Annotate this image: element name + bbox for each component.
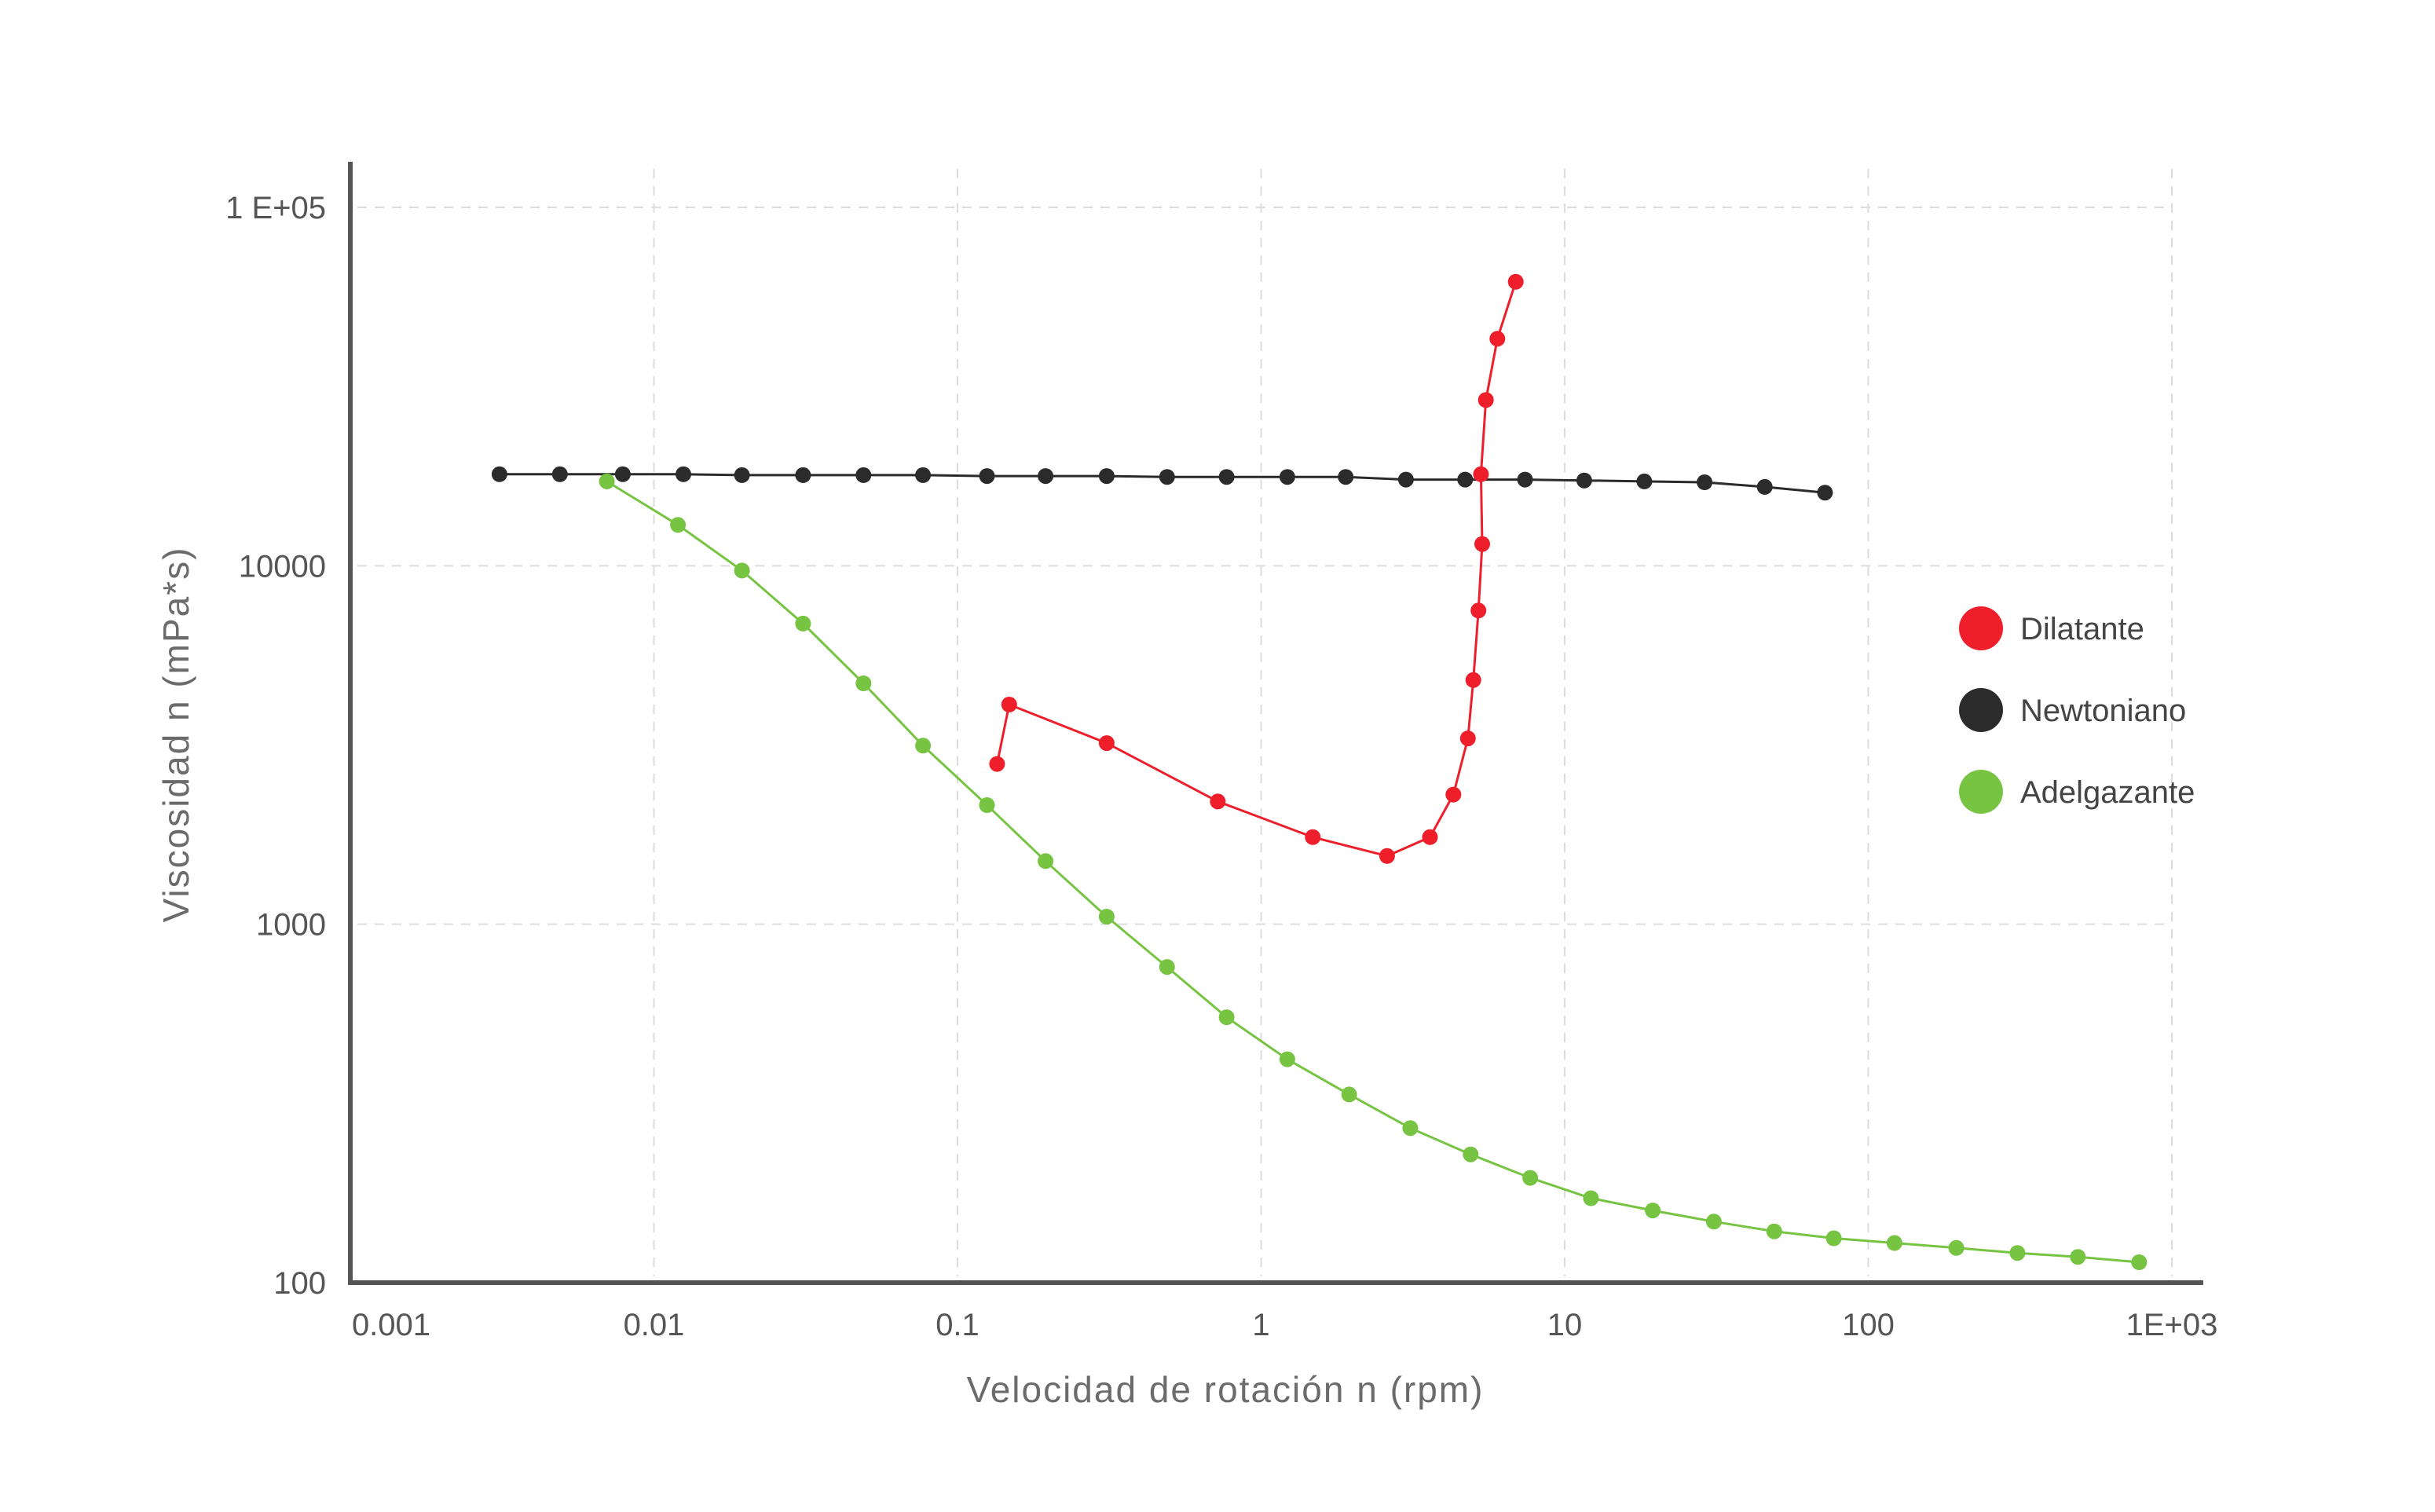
data-point <box>1576 472 1592 489</box>
data-point <box>915 738 932 754</box>
data-point <box>1507 273 1524 290</box>
series-line <box>995 281 1518 858</box>
data-point <box>1001 697 1017 712</box>
data-point <box>1459 730 1476 747</box>
data-point <box>2070 1249 2086 1265</box>
data-point <box>915 467 932 483</box>
data-point <box>1463 1146 1479 1162</box>
data-point <box>1517 471 1533 488</box>
data-point <box>1465 672 1481 688</box>
data-point <box>1473 466 1489 482</box>
series-newtoniano <box>491 466 1833 501</box>
legend-item-adelgazante: Adelgazante <box>1959 770 2195 814</box>
data-point <box>1477 392 1494 408</box>
x-tick-label: 0.1 <box>936 1308 979 1342</box>
legend-label: Newtoniano <box>2020 694 2186 728</box>
data-point <box>676 466 691 482</box>
data-point <box>1038 853 1054 869</box>
data-point <box>599 473 615 489</box>
x-tick-label: 1E+03 <box>2126 1308 2218 1342</box>
data-point <box>1218 469 1235 485</box>
data-point <box>1457 471 1474 488</box>
x-tick-label: 100 <box>1842 1308 1895 1342</box>
data-point <box>1402 1120 1419 1137</box>
data-point <box>2009 1245 2026 1261</box>
axis-layer <box>348 162 2203 1285</box>
data-point <box>1948 1239 1964 1256</box>
data-point <box>1159 469 1175 485</box>
series-dilatante <box>989 273 1524 864</box>
data-point <box>1645 1203 1661 1219</box>
grid-layer <box>357 169 2173 1276</box>
y-tick-label: 10000 <box>239 549 326 584</box>
data-point <box>1697 474 1713 490</box>
data-point <box>1489 331 1506 347</box>
tick-labels: 0.001 0.01 0.1 1 10 100 1E+03 100 1000 10000 1 E+0… <box>225 191 2217 1342</box>
data-point <box>614 466 631 482</box>
data-point <box>1522 1170 1539 1186</box>
data-point <box>670 517 687 533</box>
data-point <box>1756 478 1773 495</box>
data-point <box>1817 485 1833 501</box>
legend-marker <box>1959 770 2003 814</box>
legend-item-newtoniano: Newtoniano <box>1959 688 2186 732</box>
data-point <box>1098 735 1115 752</box>
data-point <box>1159 959 1175 976</box>
data-point <box>989 756 1005 772</box>
data-point <box>1379 848 1395 864</box>
data-point <box>855 467 872 483</box>
data-point <box>1338 469 1354 485</box>
legend-label: Dilatante <box>2020 612 2144 646</box>
y-tick-label: 1000 <box>256 908 326 943</box>
data-point <box>1470 602 1487 619</box>
data-point <box>734 467 750 483</box>
series-adelgazante <box>599 473 2148 1270</box>
series-layer <box>491 273 2148 1270</box>
data-point <box>1886 1235 1902 1251</box>
y-tick-label: 1 E+05 <box>225 191 326 225</box>
legend-label: Adelgazante <box>2020 775 2195 810</box>
x-tick-label: 10 <box>1547 1308 1583 1342</box>
data-point <box>795 615 811 632</box>
data-point <box>2131 1254 2148 1270</box>
legend-marker <box>1959 606 2003 650</box>
data-point <box>1305 829 1321 845</box>
legend: Dilatante Newtoniano Adelgazante <box>1959 606 2195 814</box>
data-point <box>979 468 995 485</box>
legend-item-dilatante: Dilatante <box>1959 606 2144 650</box>
data-point <box>1397 471 1414 488</box>
data-point <box>855 675 872 691</box>
data-point <box>979 797 995 813</box>
data-point <box>1098 468 1115 485</box>
data-point <box>734 562 750 579</box>
data-point <box>491 466 507 482</box>
data-point <box>1098 909 1115 924</box>
data-point <box>1445 786 1462 803</box>
x-tick-label: 0.01 <box>624 1308 685 1342</box>
data-point <box>1341 1086 1357 1103</box>
data-point <box>1474 536 1490 552</box>
x-tick-label: 0.001 <box>352 1308 430 1342</box>
series-line <box>606 480 2140 1264</box>
data-point <box>1705 1214 1722 1230</box>
legend-marker <box>1959 688 2003 732</box>
data-point <box>1583 1190 1599 1206</box>
data-point <box>795 467 811 483</box>
data-point <box>1210 793 1226 810</box>
data-point <box>1825 1230 1842 1247</box>
data-point <box>1766 1223 1782 1239</box>
y-tick-label: 100 <box>273 1266 326 1301</box>
data-point <box>1038 468 1054 485</box>
data-point <box>551 466 568 482</box>
data-point <box>1636 473 1653 489</box>
data-point <box>1279 469 1295 485</box>
x-tick-label: 1 <box>1252 1308 1269 1342</box>
x-axis-title: Velocidad de rotación n (rpm) <box>967 1369 1485 1410</box>
y-axis-title: Viscosidad n (mPa*s) <box>156 547 196 923</box>
data-point <box>1279 1051 1295 1067</box>
data-point <box>1422 829 1438 845</box>
data-point <box>1218 1009 1235 1026</box>
